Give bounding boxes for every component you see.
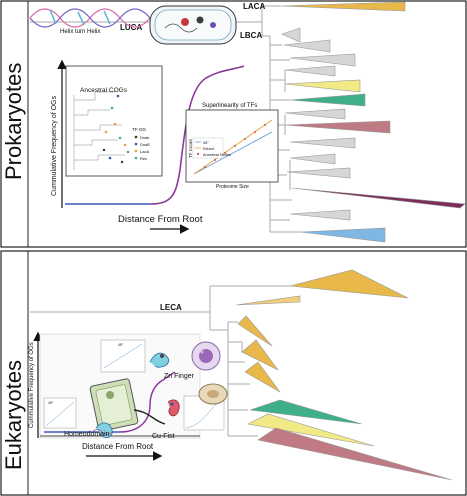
cogs-legend-title: TF-OG	[132, 127, 146, 132]
eukaryote-ylabel: Cummulative Frequency of OGs	[29, 342, 35, 428]
nucleus-icon	[191, 341, 221, 371]
lbca-label: LBCA	[240, 31, 262, 40]
clade-gray-3	[289, 53, 356, 67]
zn-finger-icon	[149, 352, 170, 368]
prokaryote-clades	[279, 1, 466, 243]
eukaryote-clades	[235, 269, 453, 481]
prokaryotes-label: Prokaryotes	[1, 63, 26, 180]
clade-gold-3	[241, 339, 279, 371]
clade-gray-4	[284, 65, 336, 77]
clade-gold-2	[237, 315, 273, 347]
helix-label: Helix turn Helix	[60, 29, 100, 35]
eukaryote-tree	[30, 285, 290, 437]
clade-gray-7	[289, 153, 336, 165]
homeodomain-icon	[91, 422, 113, 438]
prokaryote-ylabel: Cummulative Frequency of OGs	[51, 96, 58, 196]
tf-legend-item: Ancestral Nodes	[203, 153, 231, 157]
clade-rose-euk	[257, 427, 453, 481]
luca-label: LUCA	[120, 23, 142, 32]
tf-ylabel: TF Count	[188, 138, 193, 158]
prokaryote-curve-purple	[149, 65, 245, 205]
clade-gray-5	[284, 108, 346, 120]
cogs-legend-item: DnaE	[140, 142, 150, 147]
tf-title: Superlinearity of TFs	[202, 103, 257, 109]
mini-legend: 45°	[48, 401, 54, 405]
cogs-legend-item: LacA	[140, 149, 149, 154]
zn-finger-label: Zn Finger	[164, 373, 195, 380]
cogs-legend-item: Rec	[140, 156, 147, 161]
clade-gold-large	[289, 269, 409, 299]
ancestral-cogs-inset	[65, 65, 163, 177]
dna-helix	[29, 8, 151, 28]
eukaryotes-label: Eukaryotes	[1, 360, 26, 470]
clade-rose	[284, 120, 391, 134]
prokaryote-cumulative-chart	[57, 59, 245, 208]
homeodomain-label: Homeodomain	[64, 431, 110, 438]
eukaryote-curve-purple	[119, 371, 176, 433]
clade-gold-4	[244, 361, 281, 393]
tf-xlabel: Proteome Size	[216, 184, 249, 190]
clade-plum	[291, 187, 466, 209]
clade-gold-small	[235, 295, 301, 306]
leca-label: LECA	[160, 303, 182, 312]
eukaryote-xlabel: Distance From Root	[82, 442, 154, 451]
cu-fist-icon	[167, 399, 180, 417]
clade-gray-6	[289, 137, 356, 149]
cogs-legend-item: Dnak	[140, 135, 149, 140]
clade-yellow-euk	[247, 413, 375, 447]
clade-blue	[299, 227, 386, 243]
clade-green	[289, 93, 366, 107]
clade-gray-9	[289, 209, 351, 221]
superlinearity-inset	[185, 109, 279, 183]
clade-gray-1	[281, 27, 301, 43]
clade-yellow	[284, 79, 361, 93]
clade-green-euk	[249, 399, 363, 425]
yeast-cell-icon	[198, 383, 228, 405]
cogs-title: Ancestral COGs	[80, 87, 128, 94]
clade-gray-8	[286, 167, 351, 179]
mini-legend: 45°	[118, 343, 124, 347]
plant-cell-icon	[89, 378, 166, 432]
bacterial-cell-icon	[149, 5, 237, 45]
clade-gold-top	[279, 1, 406, 12]
cu-fist-label: Cu-Fist	[152, 433, 175, 440]
cogs-legend: Dnak DnaE LacA Rec	[134, 135, 150, 161]
tf-legend-item: 45°	[203, 141, 209, 145]
clade-gray-2	[283, 39, 331, 53]
laca-label: LACA	[243, 2, 265, 11]
prokaryote-xlabel: Distance From Root	[118, 214, 203, 225]
tf-legend-item: Extant	[203, 147, 215, 151]
